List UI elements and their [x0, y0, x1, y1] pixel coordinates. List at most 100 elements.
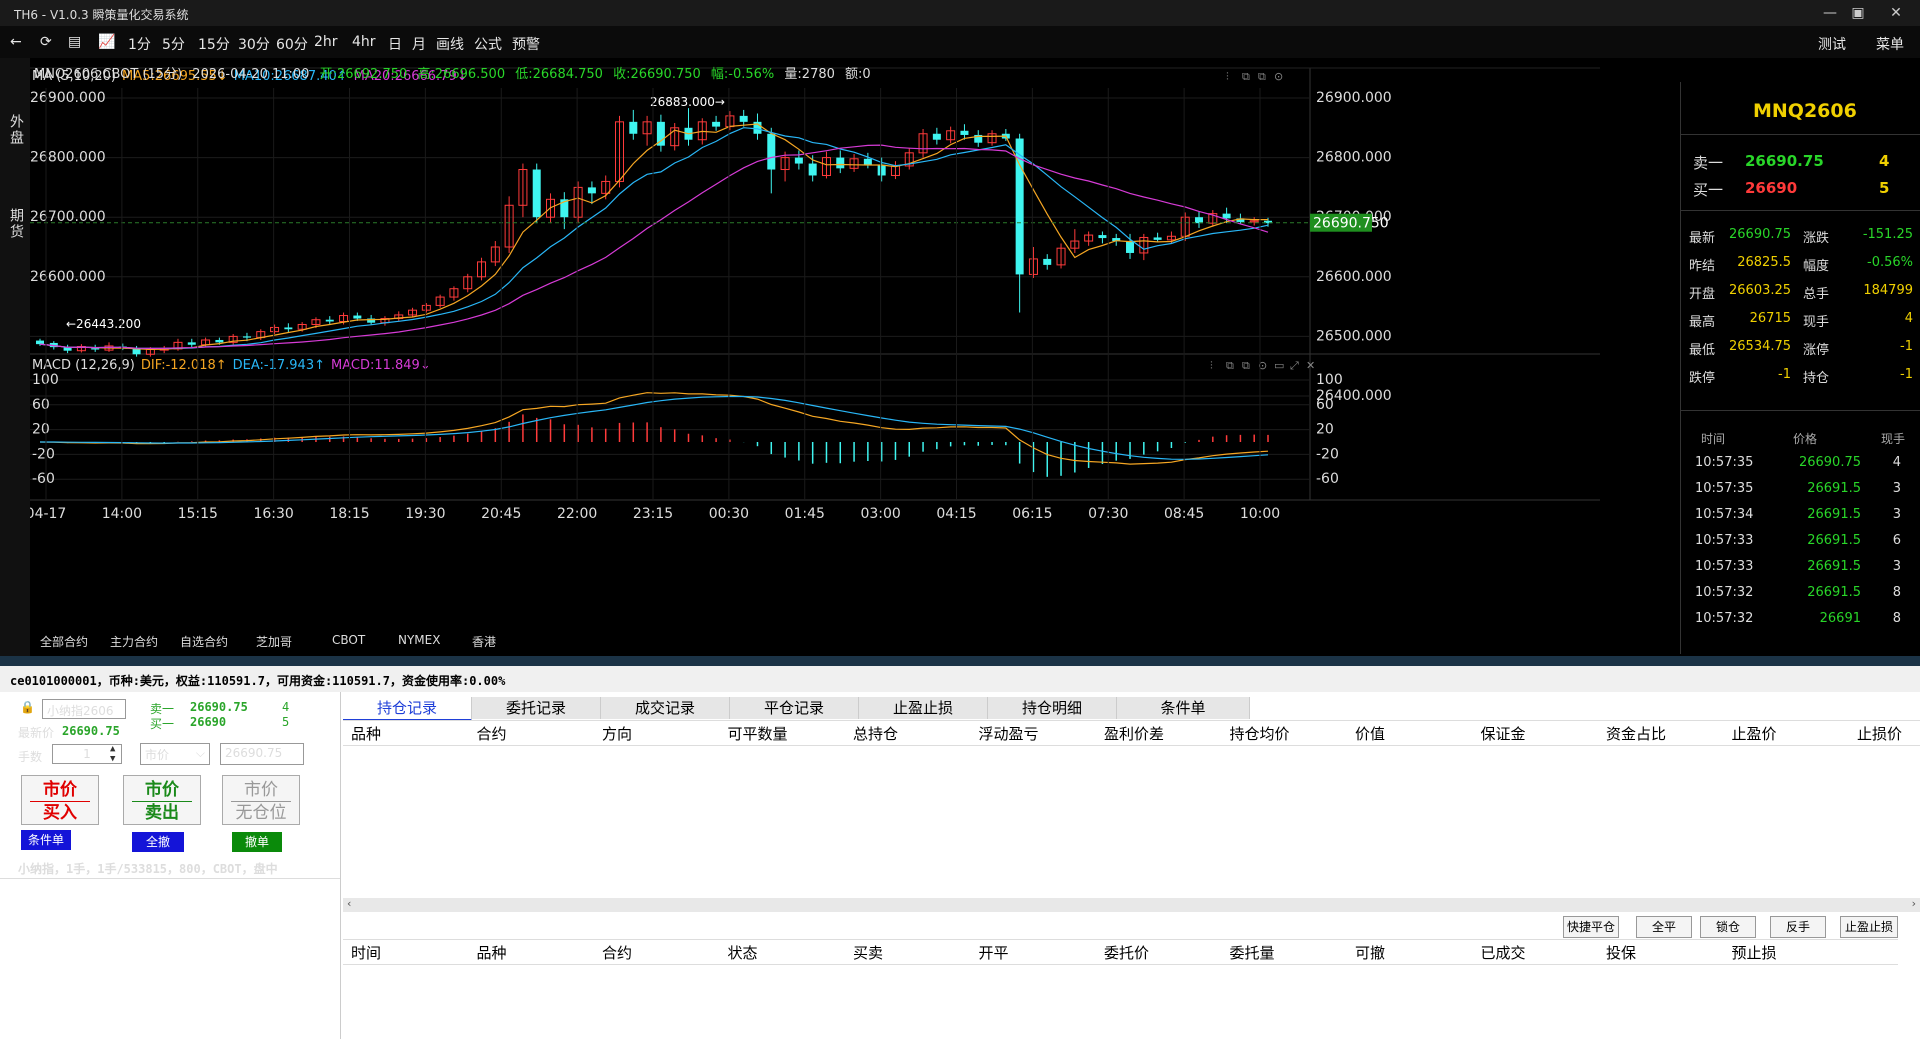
period-month[interactable]: 月 [412, 37, 426, 53]
order-header-col[interactable]: 状态 [727, 944, 758, 962]
chart-icon[interactable]: 📈 [98, 34, 116, 50]
period-5m[interactable]: 5分 [162, 37, 185, 53]
macd-tool-icon[interactable]: ✕ [1306, 359, 1315, 372]
test-menu[interactable]: 测试 [1818, 37, 1846, 53]
order-header-col[interactable]: 委托量 [1229, 944, 1275, 962]
position-header-col[interactable]: 总持仓 [853, 725, 899, 743]
market-buy-button[interactable]: 市价 买入 [21, 775, 99, 825]
qty-stepper-icon[interactable]: ▲ ▼ [110, 744, 116, 764]
order-header-col[interactable]: 买卖 [853, 944, 884, 962]
tab-orders[interactable]: 委托记录 [472, 697, 601, 719]
formula-tool[interactable]: 公式 [474, 37, 502, 53]
position-header-col[interactable]: 持仓均价 [1229, 725, 1290, 743]
scroll-left-icon[interactable]: ‹ [347, 897, 352, 910]
account-strip: ce0101000001，币种:美元，权益:110591.7，可用资金:1105… [0, 666, 1920, 692]
minimize-icon[interactable]: — [1823, 5, 1837, 21]
position-header-col[interactable]: 止盈价 [1731, 725, 1777, 743]
market-tab-nymex[interactable]: NYMEX [398, 633, 441, 647]
candle-body [546, 198, 556, 218]
horizontal-scrollbar[interactable]: ‹ › [343, 897, 1920, 912]
position-header-col[interactable]: 可平数量 [727, 725, 788, 743]
tab-positions[interactable]: 持仓记录 [343, 697, 472, 722]
chart-area[interactable]: 26900.000 26800.000 26700.000 26600.000 2690… [26, 58, 1600, 656]
macd-tool-icon[interactable]: ⫶ [1210, 359, 1213, 372]
order-header-col[interactable]: 可撤 [1355, 944, 1386, 962]
candle-body [1195, 217, 1204, 224]
market-tab-chicago[interactable]: 芝加哥 [256, 635, 293, 649]
position-header-col[interactable]: 合约 [476, 725, 507, 743]
side-tab-foreign[interactable]: 外盘 [8, 114, 24, 146]
period-15m[interactable]: 15分 [198, 37, 230, 53]
position-header-col[interactable]: 止损价 [1857, 725, 1903, 743]
tab-conditional[interactable]: 条件单 [1117, 697, 1250, 719]
period-1m[interactable]: 1分 [128, 37, 151, 53]
price-input[interactable]: 26690.75 [220, 743, 304, 765]
cancel-order-button[interactable]: 撤单 [232, 832, 282, 852]
order-header-col[interactable]: 委托价 [1104, 944, 1150, 962]
market-tab-all[interactable]: 全部合约 [40, 635, 89, 649]
close-all-button[interactable]: 全平 [1636, 916, 1692, 938]
macd-tool-icon[interactable]: ▭ [1274, 359, 1284, 372]
position-header-col[interactable]: 品种 [351, 725, 382, 743]
cancel-all-button[interactable]: 全撤 [132, 832, 184, 852]
order-header-col[interactable]: 合约 [602, 944, 633, 962]
close-icon[interactable]: ✕ [1890, 5, 1902, 21]
period-60m[interactable]: 60分 [276, 37, 308, 53]
side-tab-futures[interactable]: 期货 [8, 208, 24, 240]
order-header-col[interactable]: 时间 [351, 944, 382, 962]
symbol-input[interactable]: 小纳指2606 [42, 699, 126, 719]
lock-icon[interactable]: 🔒 [20, 700, 35, 714]
tab-position-detail[interactable]: 持仓明细 [988, 697, 1117, 719]
period-30m[interactable]: 30分 [238, 37, 270, 53]
period-day[interactable]: 日 [388, 37, 402, 53]
scroll-right-icon[interactable]: › [1911, 897, 1916, 910]
period-4hr[interactable]: 4hr [352, 34, 376, 50]
tpsl-button[interactable]: 止盈止损 [1840, 916, 1898, 938]
panel-tool-icon[interactable]: ⧉ [1258, 70, 1266, 83]
macd-tool-icon[interactable]: ⊙ [1258, 359, 1267, 372]
tab-tpsl[interactable]: 止盈止损 [859, 697, 988, 719]
macd-tool-icon[interactable]: ⧉ [1226, 359, 1234, 372]
position-header-col[interactable]: 浮动盈亏 [978, 725, 1039, 743]
alert-tool[interactable]: 预警 [512, 37, 540, 53]
position-header-col[interactable]: 价值 [1355, 725, 1386, 743]
lock-position-button[interactable]: 锁仓 [1700, 916, 1756, 938]
tab-closed[interactable]: 平仓记录 [730, 697, 859, 719]
panel-tool-icon[interactable]: ⊙ [1274, 70, 1283, 83]
order-header-col[interactable]: 品种 [476, 944, 507, 962]
position-header-col[interactable]: 盈利价差 [1104, 725, 1165, 743]
position-header-col[interactable]: 方向 [602, 725, 633, 743]
refresh-icon[interactable]: ⟳ [40, 34, 52, 50]
macd-tool-icon[interactable]: ⤢ [1290, 359, 1299, 372]
period-2hr[interactable]: 2hr [314, 34, 338, 50]
order-header-col[interactable]: 投保 [1606, 944, 1637, 962]
draw-tool[interactable]: 画线 [436, 37, 464, 53]
maximize-icon[interactable]: ▣ [1851, 5, 1865, 21]
order-header-col[interactable]: 开平 [978, 944, 1009, 962]
conditional-order-button[interactable]: 条件单 [21, 830, 71, 850]
position-header-col[interactable]: 资金占比 [1606, 725, 1667, 743]
list-icon[interactable]: ▤ [68, 34, 82, 50]
market-sell-button[interactable]: 市价 卖出 [123, 775, 201, 825]
position-header-col[interactable]: 保证金 [1480, 725, 1526, 743]
macd-tool-icon[interactable]: ⧉ [1242, 359, 1250, 372]
qty-input[interactable]: 1 [52, 744, 122, 764]
splitter[interactable] [0, 656, 1920, 666]
main-menu[interactable]: 菜单 [1876, 37, 1904, 53]
market-tab-main[interactable]: 主力合约 [110, 635, 159, 649]
reverse-button[interactable]: 反手 [1770, 916, 1826, 938]
order-header-col[interactable]: 预止损 [1731, 944, 1777, 962]
order-header-col[interactable]: 已成交 [1480, 944, 1526, 962]
kline-chart[interactable]: 26900.000 26800.000 26700.000 26600.000 2690… [26, 58, 1600, 656]
market-tab-hk[interactable]: 香港 [472, 635, 497, 649]
quick-close-button[interactable]: 快捷平仓 [1563, 916, 1619, 938]
market-tab-watch[interactable]: 自选合约 [180, 635, 229, 649]
stat-label: 幅度 [1803, 259, 1830, 274]
panel-tool-icon[interactable]: ⧉ [1242, 70, 1250, 83]
panel-tool-icon[interactable]: ⫶ [1226, 70, 1229, 83]
market-close-button[interactable]: 市价 无仓位 [222, 775, 300, 825]
back-icon[interactable]: ← [10, 34, 22, 50]
tab-trades[interactable]: 成交记录 [601, 697, 730, 719]
price-type-select[interactable]: 市价 ⌵ [140, 743, 210, 765]
market-tab-cbot[interactable]: CBOT [332, 633, 366, 647]
